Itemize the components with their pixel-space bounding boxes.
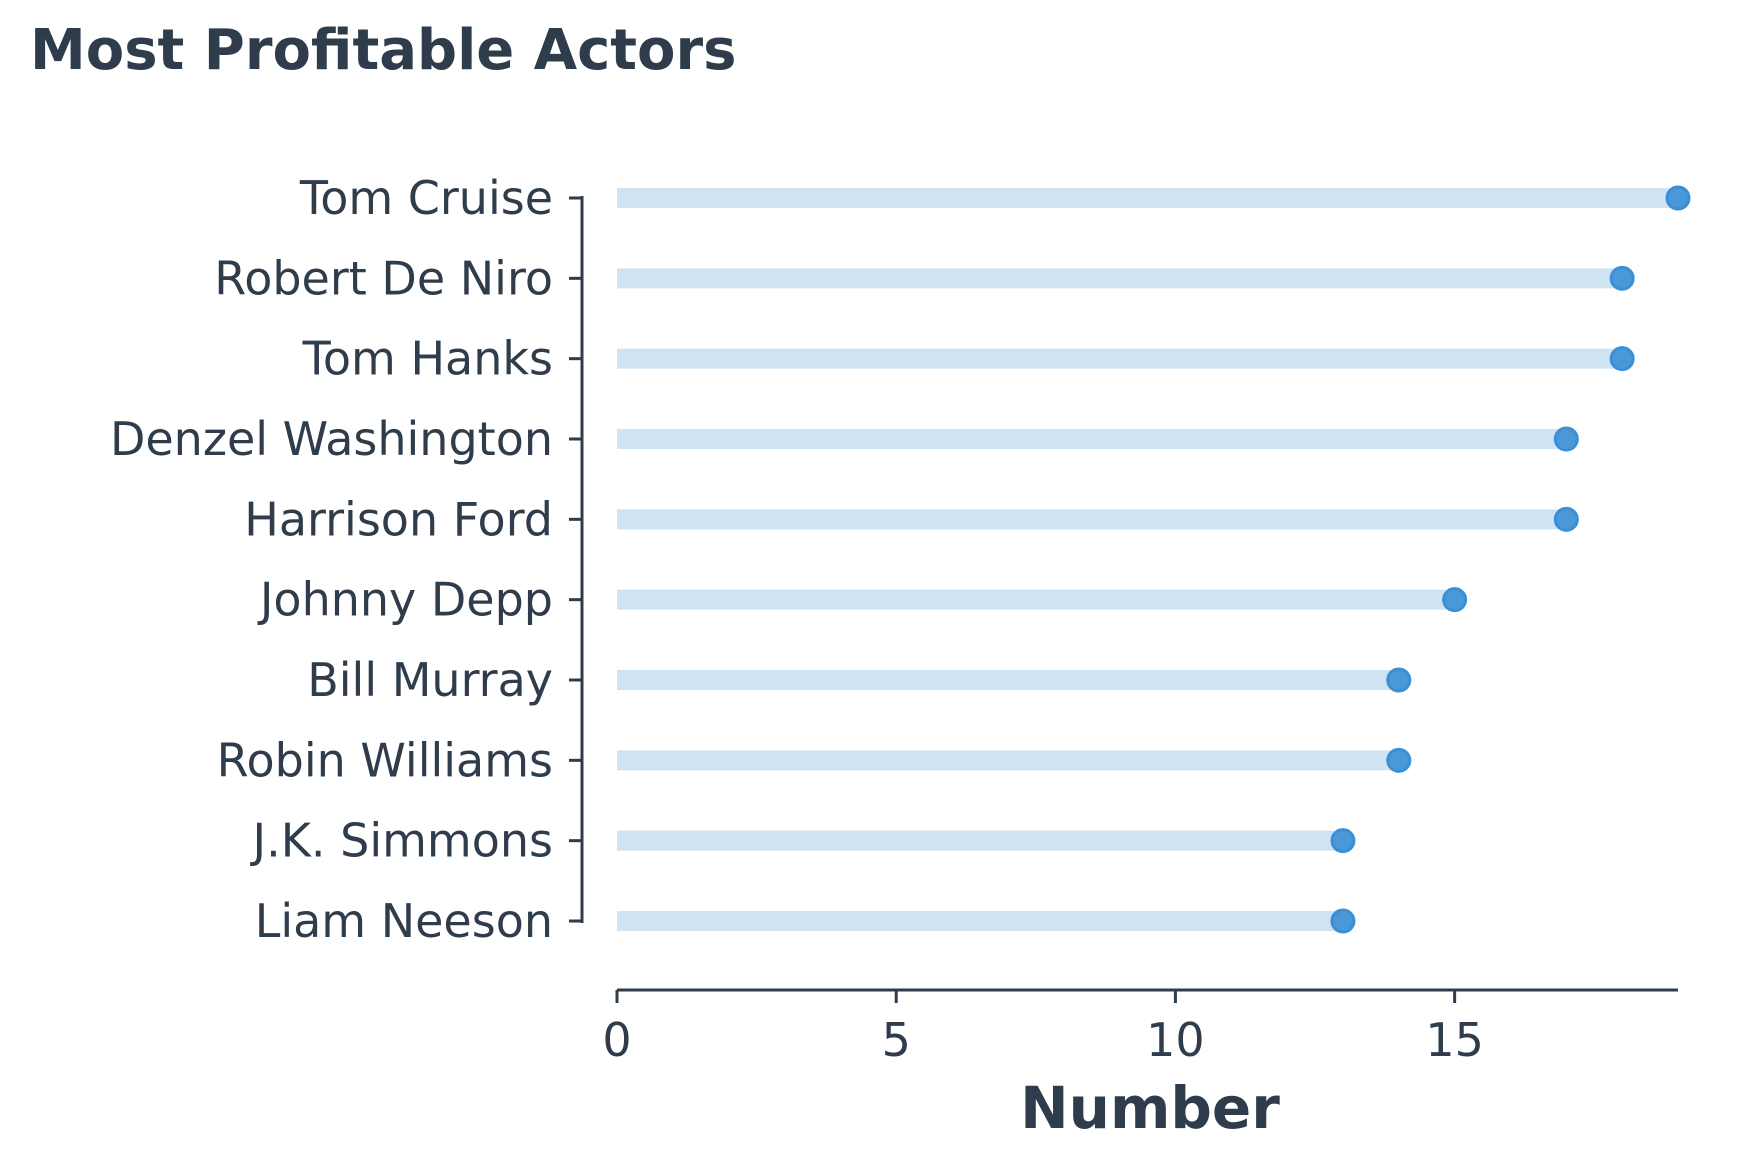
y-tick-label: Harrison Ford <box>244 492 553 546</box>
x-axis: 0 5 10 15 <box>602 988 1678 1067</box>
lollipop-marker <box>1386 667 1412 693</box>
y-tick-label: Tom Cruise <box>299 171 553 225</box>
y-axis: Tom Cruise Robert De Niro Tom Hanks Denzel … <box>110 171 584 948</box>
lollipop-marker <box>1609 346 1635 372</box>
y-tick-label: Liam Neeson <box>255 894 553 948</box>
lollipop-marker <box>1330 828 1356 854</box>
y-tick-label: Johnny Depp <box>257 573 553 627</box>
stems-group <box>617 188 1678 931</box>
y-tick-label: Robin Williams <box>217 733 553 787</box>
lollipop-marker <box>1665 185 1691 211</box>
x-tick-label: 5 <box>882 1013 911 1067</box>
chart-title: Most Profitable Actors <box>30 18 737 83</box>
lollipop-marker <box>1386 747 1412 773</box>
y-tick-label: Bill Murray <box>307 653 553 707</box>
y-tick-label: J.K. Simmons <box>250 814 553 868</box>
markers-group <box>1330 185 1691 934</box>
x-tick-label: 10 <box>1146 1013 1205 1067</box>
y-tick-label: Denzel Washington <box>110 412 553 466</box>
lollipop-marker <box>1330 908 1356 934</box>
lollipop-marker <box>1553 506 1579 532</box>
x-axis-title: Number <box>1020 1074 1280 1142</box>
lollipop-marker <box>1553 426 1579 452</box>
lollipop-marker <box>1442 587 1468 613</box>
y-tick-label: Tom Hanks <box>302 332 553 386</box>
x-tick-label: 15 <box>1425 1013 1484 1067</box>
y-tick-label: Robert De Niro <box>214 251 553 305</box>
x-tick-label: 0 <box>602 1013 631 1067</box>
lollipop-marker <box>1609 265 1635 291</box>
